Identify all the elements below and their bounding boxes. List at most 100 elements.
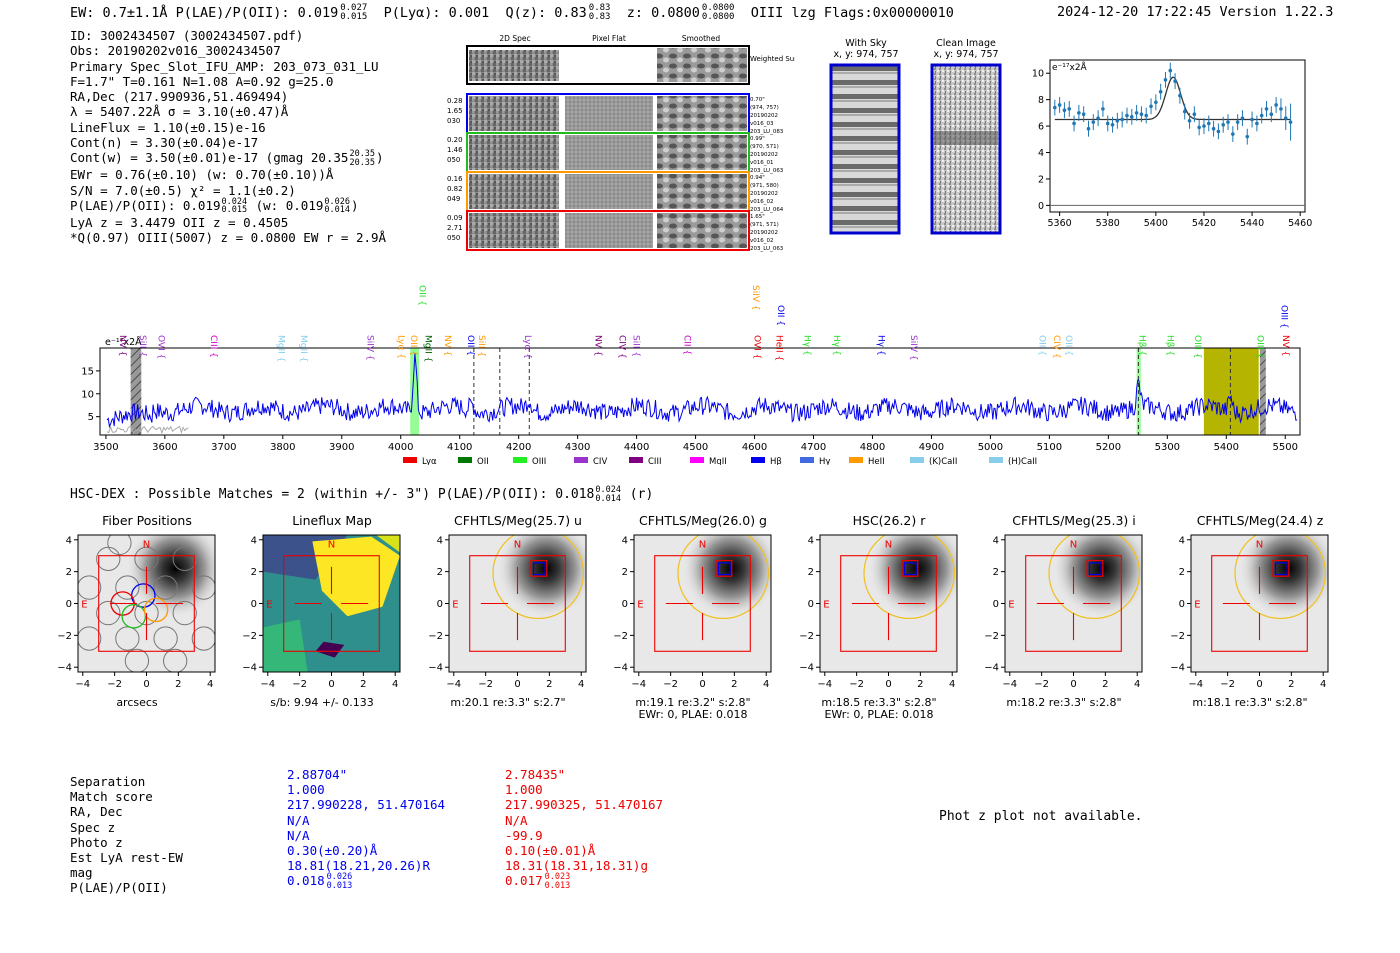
match-box-blue-4 <box>903 562 917 576</box>
label-photo-z: Photo z <box>70 834 123 850</box>
panel-east-4: E <box>823 600 829 611</box>
spec-line-label-8: OII { <box>408 335 418 356</box>
hsc-filter: (r) <box>621 487 654 502</box>
match-1-plae-value: 0.018 <box>287 873 325 889</box>
panel-east-0: E <box>81 600 87 611</box>
info-lya-z: LyA z = 3.4479 OII z = 0.4505 <box>70 214 289 230</box>
spec-line-label-30: Hβ { <box>1137 335 1147 356</box>
spec-xtick-label-2: 3700 <box>211 442 236 453</box>
zoom-point-24 <box>1168 68 1173 73</box>
spec-legend-label-5: MgII <box>709 457 727 465</box>
spectral-cutouts: 2D Spec Pixel Flat Smoothed Weighted Sum… <box>447 34 795 252</box>
panel-ytick-label-5-3: 2 <box>993 567 999 578</box>
clean-image <box>930 63 1002 235</box>
cutout-row-2-left-1: 0.82 <box>447 185 463 193</box>
label-match-score: Match score <box>70 789 153 805</box>
cutout-row-3-right-3: v016_02 <box>750 238 774 244</box>
panel-ytick-label-4-2: 0 <box>808 599 814 610</box>
panel-title-5: CFHTLS/Meg(25.3) i <box>1012 513 1136 528</box>
match-box-red-5 <box>1086 559 1104 577</box>
spec-frame <box>99 347 1301 436</box>
panel-ytick-label-3-4: 4 <box>622 535 628 546</box>
panel-center-box-5 <box>1025 555 1122 652</box>
aperture-ellipse-2 <box>492 535 585 620</box>
info-sn: S/N = 7.0(±0.5) χ² = 1.1(±0.2) <box>70 182 296 198</box>
match-box-blue-2 <box>532 562 546 576</box>
clean-image-xy: x, y: 974, 757 <box>933 49 999 60</box>
panel-image-0: N E −4−4 −2 −2 0 0 2 2 4 4 <box>57 534 216 690</box>
spec-legend-swatch-6 <box>751 457 765 463</box>
panel-xtick-label-0-3: 2 <box>175 679 181 690</box>
fiber-14 <box>124 648 150 672</box>
zoom-point-44 <box>1264 107 1269 111</box>
panel-content-5 <box>1005 535 1142 672</box>
spec-xtick-label-1: 3600 <box>152 442 177 453</box>
zoom-point-45 <box>1269 112 1274 116</box>
spec-line-label-3: CIII { <box>208 335 218 358</box>
cutout-row-1-right-0: 0.99" <box>750 136 765 142</box>
info-radec: RA,Dec (217.990936,51.469494) <box>70 89 289 105</box>
panel-xtick-label-4-3: 2 <box>917 679 923 690</box>
fiber-highlight-2 <box>121 603 147 629</box>
spec-xtick-label-4: 3900 <box>329 442 354 453</box>
spec-line-label-9: OII { <box>417 285 427 306</box>
zoom-xtick-label-0: 5360 <box>1048 218 1072 229</box>
spec-legend-label-0: Lyα <box>422 457 437 465</box>
header-plae-upper: 0.027 <box>340 3 368 13</box>
panel-xtick-label-2-0: −4 <box>446 679 461 690</box>
panel-footer-4: m:18.5 re:3.3" s:2.8" EWr: 0, PLAE: 0.018 <box>794 697 964 721</box>
zoom-point-48 <box>1283 116 1288 120</box>
match-table-labels: Separation Match score RA, Dec Spec z Ph… <box>70 774 183 896</box>
lineflux-region-bright <box>312 536 400 617</box>
panel-image-1: N E −4−4 −2 −2 0 0 2 2 4 4 <box>242 534 401 690</box>
panel-footer-line1-2: m:20.1 re:3.3" s:2.7" <box>450 696 566 709</box>
info-cont-w-end: ) <box>376 150 384 166</box>
fiber-4 <box>115 575 140 600</box>
panel-xtick-label-3-1: −2 <box>663 679 678 690</box>
panel-xtick-label-5-1: −2 <box>1034 679 1049 690</box>
hsc-plae-upper: 0.024 <box>595 485 621 495</box>
cutout-spec-3 <box>469 213 559 248</box>
panel-xtick-label-4-4: 4 <box>949 679 955 690</box>
spec-xtick-label-0: 3500 <box>93 442 118 453</box>
cutout-row-3-right-2: 20190202 <box>750 230 778 236</box>
line-fit-plot: 5360 5380 5400 5420 5440 5460 0 2 4 6 8 10 e⁻¹⁷x2Å <box>1032 59 1312 229</box>
zoom-xtick-label-3: 5420 <box>1192 218 1216 229</box>
panel-image-5: N E −4−4 −2 −2 0 0 2 2 4 4 <box>984 534 1143 690</box>
cutout-row-0-right-1: (974, 757) <box>750 105 779 111</box>
zoom-point-23 <box>1163 78 1168 82</box>
match-box-red-2 <box>530 559 548 577</box>
match-2-photo-z: -99.9 <box>505 827 543 843</box>
spec-grey-band <box>130 348 142 435</box>
zoom-point-11 <box>1105 121 1110 126</box>
spec-ytick-label-2: 15 <box>81 366 94 377</box>
panel-content-2 <box>449 535 586 672</box>
panel-xtick-label-4-0: −4 <box>817 679 832 690</box>
spec-line-label-33: OIII { <box>1255 335 1265 359</box>
panel-center-box-0 <box>98 555 195 652</box>
spec-legend-swatch-2 <box>513 457 527 463</box>
panel-xtick-label-1-1: −2 <box>292 679 307 690</box>
cutout-smoothed-1 <box>657 135 747 170</box>
panel-ytick-label-5-2: 0 <box>993 599 999 610</box>
cutout-row-frame-3 <box>466 210 750 251</box>
zoom-point-41 <box>1250 117 1254 122</box>
info-cont-w: Cont(w) = 3.50(±0.01)e-17 (gmag 20.35 20.… <box>70 150 386 167</box>
zoom-point-43 <box>1259 113 1264 118</box>
panel-xtick-label-3-3: 2 <box>731 679 737 690</box>
panel-ytick-label-5-4: 4 <box>993 535 999 546</box>
info-plae-w: (w: 0.019 <box>248 197 324 213</box>
zoom-point-31 <box>1202 124 1206 128</box>
panel-ytick-label-0-2: 0 <box>66 599 72 610</box>
spec-sky-line <box>106 425 189 435</box>
panel-xtick-label-6-3: 2 <box>1288 679 1294 690</box>
panel-image-2: N E −4−4 −2 −2 0 0 2 2 4 4 <box>428 534 587 690</box>
spec-olive-band <box>1203 348 1259 435</box>
lineflux-region-mid <box>263 619 308 672</box>
zoom-point-13 <box>1115 119 1120 123</box>
zoom-point-19 <box>1144 113 1149 118</box>
zoom-point-35 <box>1221 122 1226 127</box>
cutout-row-0-right-3: v016_03 <box>750 121 774 127</box>
cutout-flat-0 <box>565 96 653 131</box>
zoom-point-25 <box>1173 79 1177 83</box>
